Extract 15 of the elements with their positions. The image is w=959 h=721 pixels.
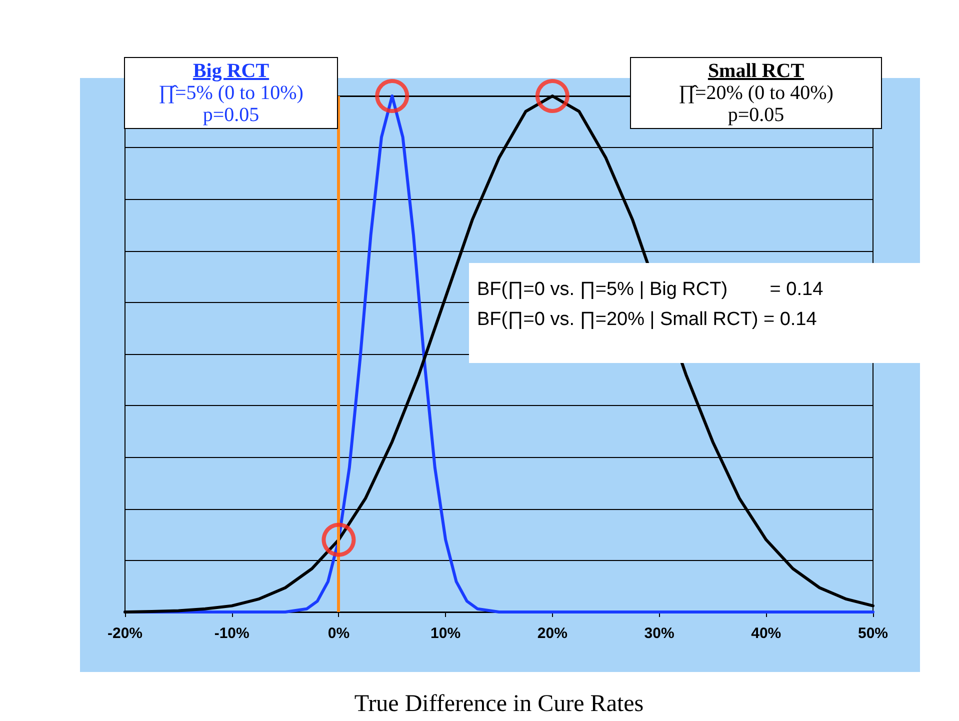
- callout-box: Big RCT ∏̂=5% (0 to 10%) p=0.05: [124, 57, 338, 129]
- x-tick-label: -10%: [214, 625, 250, 642]
- x-tick-label: 40%: [751, 625, 782, 642]
- x-axis-title: True Difference in Cure Rates: [354, 691, 644, 717]
- x-tick-label: 10%: [430, 625, 461, 642]
- annotation: Small RCT ∏̂=20% (0 to 40%) p=0.05: [678, 60, 834, 126]
- x-tick-label: 30%: [644, 625, 674, 642]
- x-tick-label: -20%: [107, 625, 143, 642]
- x-tick-label: 0%: [328, 625, 350, 642]
- callout-box: Small RCT ∏̂=20% (0 to 40%) p=0.05: [630, 57, 882, 129]
- x-tick-label: 20%: [537, 625, 568, 642]
- x-tick-label: 50%: [858, 625, 888, 642]
- annotation: BF(∏=0 vs. ∏=5% | Big RCT) = 0.14: [477, 278, 824, 302]
- annotation: BF(∏=0 vs. ∏=20% | Small RCT) = 0.14: [477, 308, 818, 332]
- annotation: Big RCT ∏̂=5% (0 to 10%) p=0.05: [158, 60, 304, 126]
